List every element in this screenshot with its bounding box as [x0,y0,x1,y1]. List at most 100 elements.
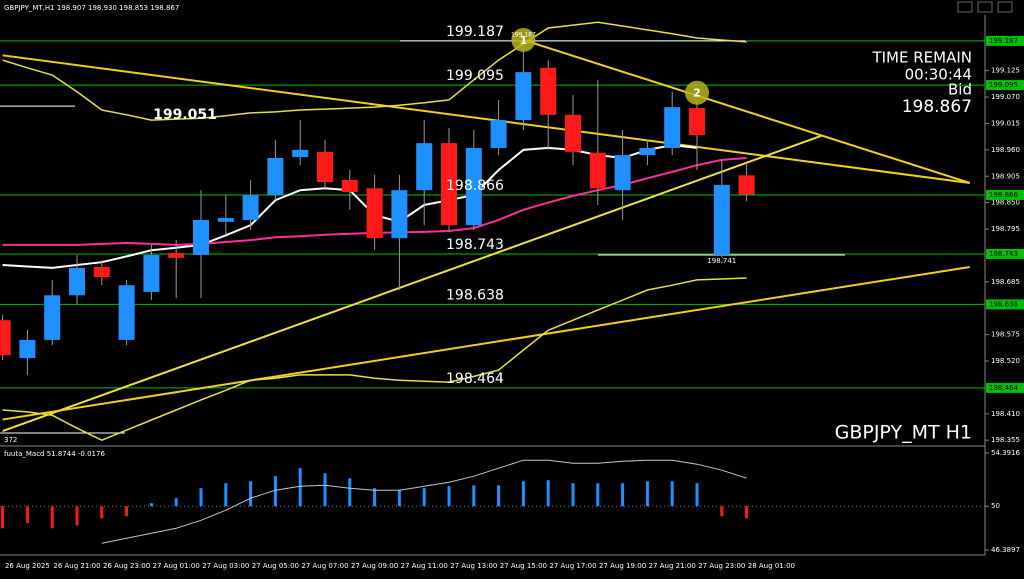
x-tick-label: 27 Aug 01:00 [153,562,200,570]
y-tick-label: 198.960 [991,146,1020,154]
indicator-line [2,21,747,121]
level-price-box [986,382,1024,393]
marker [685,80,709,105]
candle-body [317,151,333,183]
maximize-button[interactable] [977,1,993,13]
minimize-button[interactable] [957,1,973,13]
candle-body [540,67,557,115]
y-tick-label: 199.125 [991,67,1020,75]
histogram-bar [1,506,5,529]
level-label: 198.638 [446,287,504,303]
histogram-bar [25,506,29,524]
histogram-bar [174,498,178,507]
level-label: 198.464 [446,371,504,387]
level-price-label: 198.866 [989,191,1018,199]
trendline [2,134,822,433]
histogram-bar [497,485,501,507]
main-panel [0,21,985,442]
histogram-bar [249,481,253,507]
candle-body [242,194,259,220]
candle-body [465,147,482,226]
y-tick-label: 198.520 [991,357,1020,365]
x-tick-label: 26 Aug 21:00 [53,562,100,570]
candle-body [713,184,730,255]
candle-body [267,158,284,195]
symbol-label: GBPJPY_MT H1 [835,422,972,444]
level-price-box [986,80,1024,91]
histogram-bar [720,506,724,517]
marker-label: 2 [693,87,701,100]
y-tick-label: 199.070 [991,93,1020,101]
histogram-bar [397,490,401,507]
candle-body [366,188,383,239]
level-price-box [986,189,1024,200]
trendline [2,54,970,184]
x-tick-label: 27 Aug 03:00 [202,562,249,570]
candle-body [44,295,61,340]
candle-body [93,266,110,278]
y-tick-label: 198.575 [991,331,1020,339]
close-button[interactable] [997,1,1013,13]
trendline [2,265,970,421]
level-label: 198.743 [446,237,504,253]
level-small-label: 199.187 [511,31,536,38]
level-price-label: 198.743 [989,250,1018,258]
histogram-bar [199,488,203,507]
histogram-bar [373,488,377,507]
histogram-bar [422,488,426,507]
candle-body [341,180,358,193]
candle-body [292,149,309,158]
histogram-bar [447,486,451,507]
price-line-label: 199.051 [153,107,217,123]
bid-label: Bid [948,81,972,99]
histogram-bar [75,506,79,526]
histogram-bar [621,483,625,507]
level-price-label: 199.095 [989,81,1018,89]
time-remain: 00:30:44 [905,66,972,84]
y-tick-label: 50 [991,502,1000,510]
histogram-bar [224,483,228,507]
candle-body [738,175,755,195]
x-tick-label: 27 Aug 15:00 [500,562,547,570]
marker-label: 1 [520,34,528,47]
candle-body [689,108,705,135]
candle-body [565,114,581,152]
level-price-box [986,35,1024,46]
x-tick-label: 26 Aug 23:00 [103,562,150,570]
price-line-label: 198.741 [707,257,736,265]
candle-body [168,253,185,258]
histogram-bar [645,481,649,507]
candle-body [416,143,433,191]
y-tick-label: 198.685 [991,278,1020,286]
histogram-bar [149,503,153,507]
histogram-bar [670,481,674,507]
marker [511,27,536,52]
candle-body [143,254,160,292]
candle-body [639,147,656,156]
x-tick-label: 28 Aug 01:00 [748,562,795,570]
level-label: 198.866 [446,178,504,194]
y-tick-label: 198.410 [991,410,1020,418]
candle-body [19,339,36,359]
level-price-label: 198.638 [989,300,1018,308]
histogram-bar [348,478,352,507]
x-tick-label: 26 Aug 2025 [5,562,50,570]
level-label: 199.187 [446,24,504,40]
candle-body [69,267,85,296]
x-tick-label: 27 Aug 11:00 [401,562,448,570]
candle-body [441,143,457,226]
x-tick-label: 27 Aug 07:00 [301,562,348,570]
x-tick-label: 27 Aug 09:00 [351,562,398,570]
histogram-bar [50,506,54,529]
time-remain-label: TIME REMAIN [871,49,972,67]
y-tick-label: 198.850 [991,199,1020,207]
histogram-bar [323,473,327,507]
level-label: 199.095 [446,68,504,84]
histogram-bar [745,506,749,519]
candle-body [217,218,234,222]
histogram-bar [546,480,550,507]
histogram-bar [596,483,600,507]
price-line-label: 372 [4,436,17,444]
